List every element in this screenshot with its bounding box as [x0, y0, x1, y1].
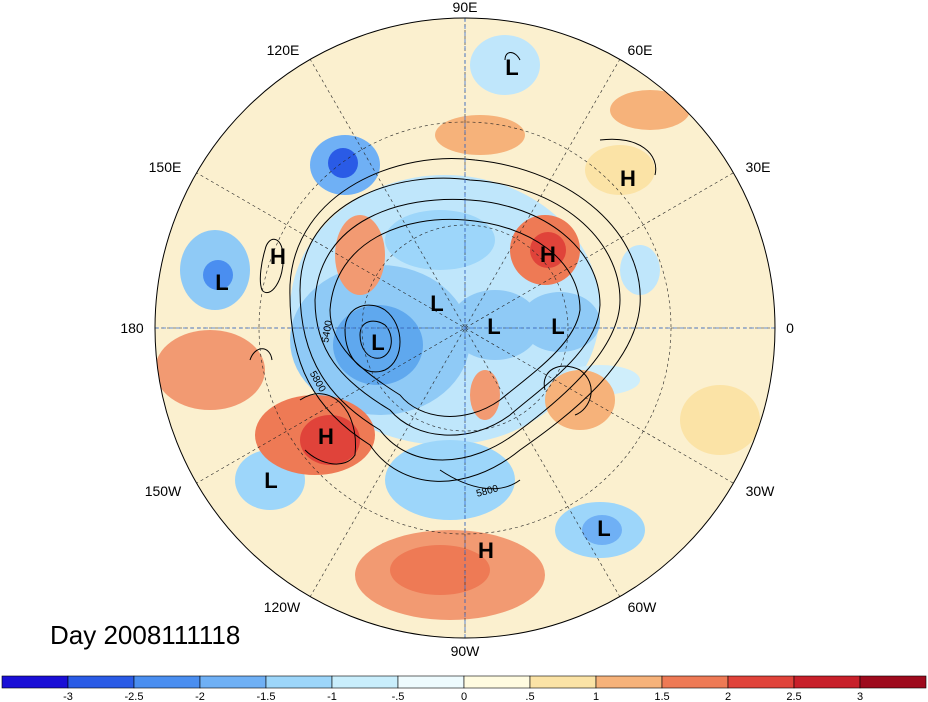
- contour-label: 5400: [320, 319, 335, 343]
- colorbar-tick-label: -1: [327, 691, 337, 702]
- pressure-center: L: [505, 55, 518, 80]
- lon-label-150e: 150E: [149, 159, 182, 175]
- pressure-center: L: [551, 314, 564, 339]
- colorbar-tick-label: 1: [593, 691, 599, 702]
- colorbar-swatch: [793, 675, 861, 689]
- colorbar-swatch: [595, 675, 663, 689]
- colorbar-tick-label: -2.5: [125, 691, 144, 702]
- colorbar-tick-label: 2: [725, 691, 731, 702]
- lon-label-120w: 120W: [264, 599, 301, 615]
- pressure-center: H: [540, 242, 556, 267]
- lon-label-90e: 90E: [453, 0, 478, 15]
- lon-label-150w: 150W: [145, 483, 182, 499]
- colorbar-swatch: [133, 675, 201, 689]
- day-label: Day 2008111118: [50, 620, 241, 650]
- colorbar-tick-label: 0: [461, 691, 467, 702]
- pressure-center: H: [620, 166, 636, 191]
- colorbar-tick-label: -1.5: [257, 691, 276, 702]
- colorbar-tick-label: 2.5: [786, 691, 801, 702]
- colorbar-swatch: [265, 675, 333, 689]
- colorbar-swatch: [661, 675, 729, 689]
- colorbar-swatch: [67, 675, 135, 689]
- pressure-centers: L H H L H L L L L H L H L: [215, 55, 636, 563]
- lon-label-90w: 90W: [451, 643, 481, 659]
- lon-label-30e: 30E: [746, 159, 771, 175]
- pressure-center: H: [270, 244, 286, 269]
- pressure-center: H: [318, 424, 334, 449]
- colorbar-swatch: [463, 675, 531, 689]
- colorbar-tick-label: -3: [63, 691, 73, 702]
- colorbar-tick-label: 3: [857, 691, 863, 702]
- colorbar-tick-label: 1.5: [654, 691, 669, 702]
- pressure-center: L: [215, 270, 228, 295]
- lon-label-180: 180: [120, 320, 144, 336]
- colorbar-swatch: [859, 675, 927, 689]
- colorbar: -3 -2.5 -2 -1.5 -1 -.5 0 .5 1 1.5 2 2.5 3: [1, 675, 927, 702]
- lon-label-0: 0: [786, 320, 794, 336]
- colorbar-tick-label: -2: [195, 691, 205, 702]
- colorbar-swatch: [529, 675, 597, 689]
- colorbar-swatch: [199, 675, 267, 689]
- pressure-center: L: [487, 314, 500, 339]
- pressure-center: L: [264, 468, 277, 493]
- colorbar-tick-label: .5: [525, 691, 534, 702]
- height-contours: [249, 52, 657, 490]
- pressure-center: L: [371, 330, 384, 355]
- pressure-center: H: [478, 538, 494, 563]
- colorbar-tick-label: -.5: [392, 691, 405, 702]
- pressure-center: L: [430, 291, 443, 316]
- pressure-center: L: [597, 516, 610, 541]
- lon-label-60e: 60E: [628, 42, 653, 58]
- reference-axes: [155, 18, 775, 638]
- colorbar-swatch: [331, 675, 399, 689]
- lon-label-120e: 120E: [267, 42, 300, 58]
- colorbar-swatch: [727, 675, 795, 689]
- lon-label-60w: 60W: [628, 599, 658, 615]
- graticule: [155, 18, 775, 638]
- lon-label-30w: 30W: [746, 483, 776, 499]
- colorbar-swatch: [397, 675, 465, 689]
- map-boundary: [154, 17, 776, 639]
- colorbar-swatch: [1, 675, 69, 689]
